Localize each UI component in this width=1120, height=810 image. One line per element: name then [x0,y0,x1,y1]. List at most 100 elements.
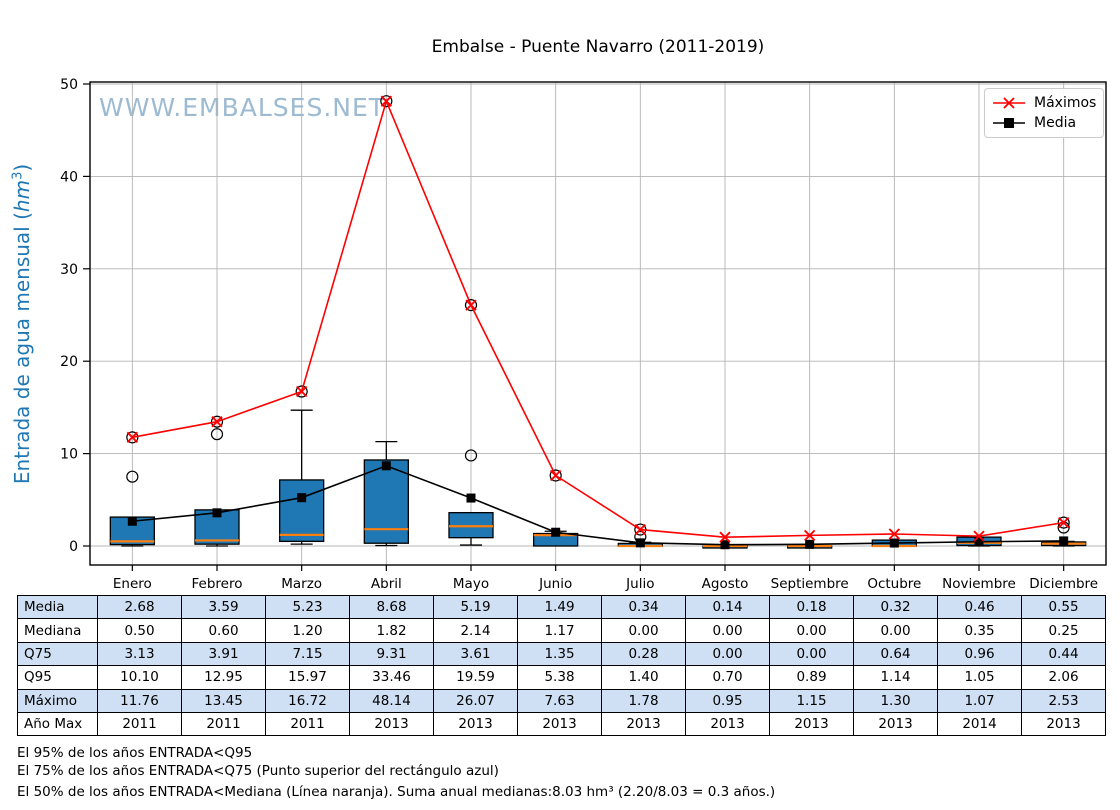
table-row: Año Max 2011 2011 2011 2013 2013 2013 2013 2013 2… [17,711,1106,737]
square-marker [974,537,984,547]
x-marker [549,469,562,482]
table-cell: 2013 [1021,711,1106,737]
table-cell: 7.63 [517,688,602,713]
outlier-marker [380,95,393,108]
table-cell: 0.00 [853,618,938,643]
table-cell: 0.00 [769,641,854,667]
table-cell: 5.23 [265,594,350,620]
table-row: Media 2.68 3.59 5.23 8.68 5.19 1.49 0.34 0.14 0.1… [17,594,1106,620]
footnotes: El 95% de los años ENTRADA<Q95 El 75% de… [17,744,775,801]
outlier-marker [126,431,139,444]
table-cell: 16.72 [265,688,350,713]
x-tick-label: Mayo [453,576,489,592]
square-marker [212,508,222,518]
x-marker [211,416,223,428]
table-cell: 33.46 [349,665,434,690]
table-cell: 1.40 [601,665,686,690]
boxplot-marzo [279,385,325,545]
x-marker [126,431,139,444]
table-cell: 2011 [97,711,182,737]
table-cell: 2013 [769,711,854,737]
table-cell: 0.89 [769,665,854,690]
table-cell: 0.18 [769,594,854,620]
row-label: Máximo [17,688,98,713]
chart-plot-area: 0 10 20 30 40 50 Enero Febrero Marzo Abril Mayo Jun… [60,77,1107,592]
footnote-mediana: El 50% de los años ENTRADA<Mediana (Líne… [17,784,776,800]
table-cell: 0.00 [685,618,770,643]
square-marker [381,461,391,471]
table-cell: 3.59 [181,594,266,620]
square-marker [297,493,307,503]
table-cell: 0.70 [685,665,770,690]
x-tick-label: Agosto [702,576,749,592]
x-marker [803,529,816,542]
stats-table: Media 2.68 3.59 5.23 8.68 5.19 1.49 0.34 0.14 0.1… [17,594,1106,737]
table-cell: 1.20 [265,618,350,643]
table-cell: 11.76 [97,688,182,713]
table-cell: 2013 [517,711,602,737]
table-cell: 1.07 [937,688,1022,713]
table-cell: 0.35 [937,618,1022,643]
table-cell: 13.45 [181,688,266,713]
y-tick-label: 50 [60,77,78,93]
row-label: Q95 [17,665,98,690]
x-marker [973,530,985,542]
series-media [127,461,1069,550]
legend: Máximos Media [984,88,1104,138]
table-cell: 1.35 [517,641,602,667]
x-tick-label: Abril [371,576,402,592]
table-cell: 0.00 [769,618,854,643]
table-row: Q75 3.13 3.91 7.15 9.31 3.61 1.35 0.28 0.00 0.00 0… [17,641,1106,667]
plot-frame [89,81,1107,566]
table-row: Q95 10.10 12.95 15.97 33.46 19.59 5.38 1.40 0.70… [17,665,1106,690]
chart-title: Embalse - Puente Navarro (2011-2019) [431,37,765,57]
table-cell: 0.95 [685,688,770,713]
legend-label-media: Media [1034,115,1077,131]
x-tick-label: Noviembre [942,576,1016,592]
x-tick-label: Diciembre [1029,576,1098,592]
outlier-marker [210,415,224,428]
outlier-marker [126,470,139,483]
table-cell: 12.95 [181,665,266,690]
y-tick-label: 20 [60,354,78,370]
footnote-q75: El 75% de los años ENTRADA<Q75 (Punto su… [17,763,499,779]
legend-item-maximos: Máximos [992,93,1096,113]
table-cell: 2013 [349,711,434,737]
table-cell: 0.34 [601,594,686,620]
table-cell: 1.14 [853,665,938,690]
table-cell: 5.19 [433,594,518,620]
square-marker [889,538,899,548]
table-cell: 0.14 [685,594,770,620]
table-cell: 2011 [265,711,350,737]
y-tick-label: 10 [60,447,78,463]
x-marker [1057,516,1070,529]
table-cell: 1.78 [601,688,686,713]
legend-label-maximos: Máximos [1034,95,1097,111]
outlier-marker [1057,516,1070,529]
table-cell: 0.96 [937,641,1022,667]
table-cell: 8.68 [349,594,434,620]
legend-item-media: Media [992,113,1096,133]
table-cell: 0.46 [937,594,1022,620]
box [279,479,325,543]
y-tick-label: 30 [60,262,78,278]
table-cell: 2.68 [97,594,182,620]
square-marker [720,540,730,550]
table-cell: 1.05 [937,665,1022,690]
table-cell: 10.10 [97,665,182,690]
table-cell: 0.25 [1021,618,1106,643]
table-cell: 48.14 [349,688,434,713]
table-cell: 1.82 [349,618,434,643]
table-cell: 0.60 [181,618,266,643]
x-tick-label: Enero [113,576,152,592]
square-marker [1059,536,1069,546]
row-label: Año Max [17,711,98,737]
y-tick-label: 40 [60,169,78,185]
table-cell: 1.49 [517,594,602,620]
grid-lines [90,82,1106,565]
footnote-q95: El 95% de los años ENTRADA<Q95 [17,745,253,761]
table-cell: 0.28 [601,641,686,667]
table-cell: 0.00 [601,618,686,643]
x-tick-label: Junio [538,576,572,592]
outlier-marker [295,385,308,398]
